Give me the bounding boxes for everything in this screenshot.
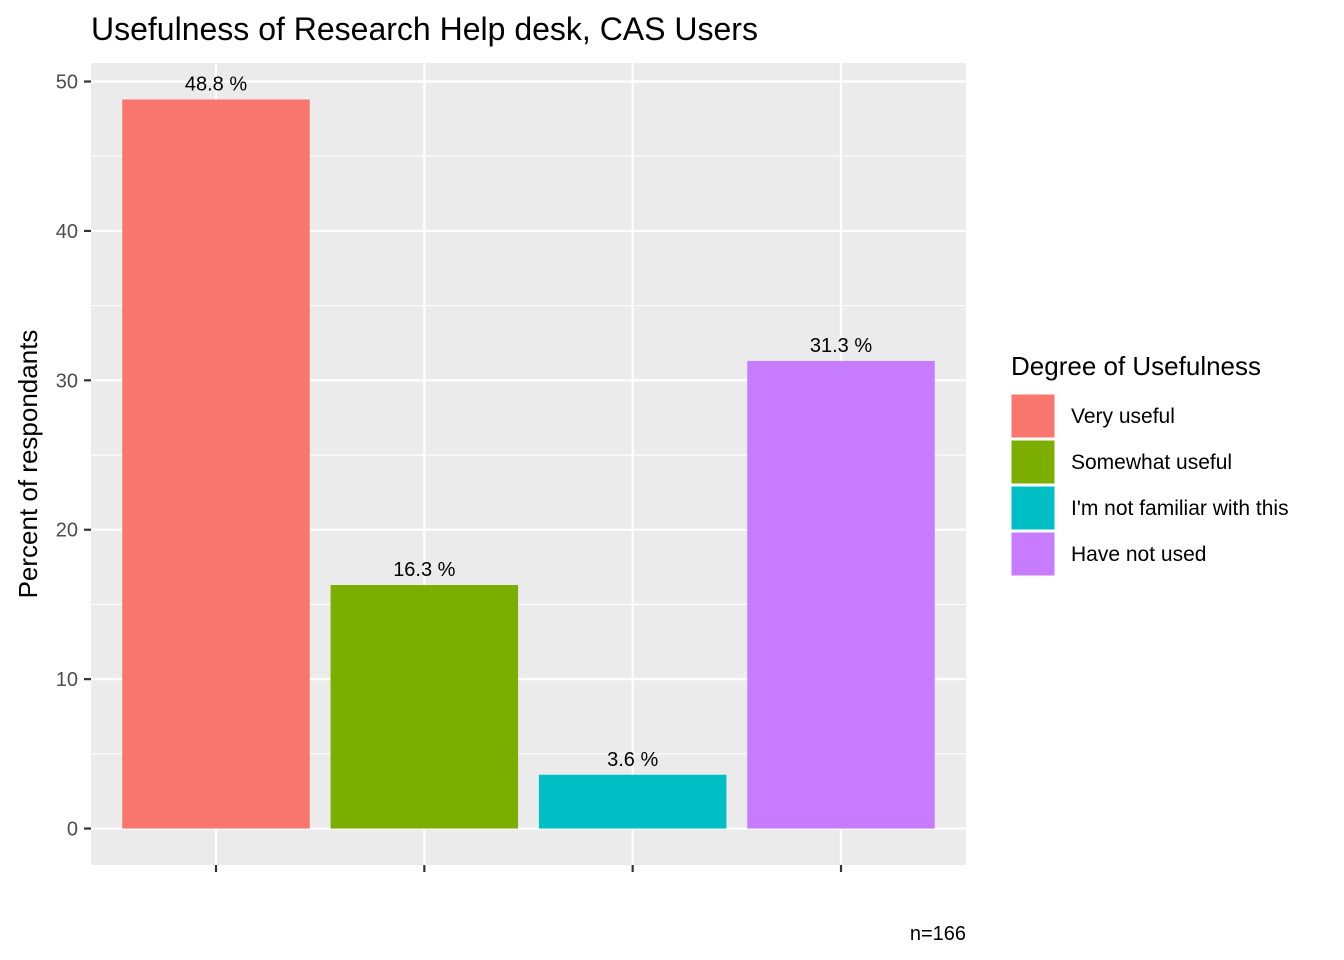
bar xyxy=(538,774,727,829)
bar-value-label: 16.3 % xyxy=(393,559,455,581)
y-axis-title: Percent of respondants xyxy=(13,330,43,599)
y-tick-label: 50 xyxy=(56,72,78,94)
bar-value-label: 48.8 % xyxy=(185,73,247,95)
sample-size-caption: n=166 xyxy=(910,923,966,945)
legend: Degree of Usefulness Very useful Somewhat… xyxy=(1010,351,1289,577)
bar xyxy=(747,360,935,829)
bar xyxy=(330,585,519,829)
y-axis: 0 10 20 30 40 50 xyxy=(56,72,91,841)
bar-value-label: 31.3 % xyxy=(810,335,872,357)
y-tick-label: 10 xyxy=(56,669,78,691)
legend-label: Very useful xyxy=(1071,405,1175,428)
legend-swatch xyxy=(1010,439,1056,485)
legend-label: I'm not familiar with this xyxy=(1071,497,1289,520)
bar xyxy=(122,99,310,829)
legend-swatch xyxy=(1010,531,1056,577)
chart-title: Usefulness of Research Help desk, CAS Us… xyxy=(91,11,758,47)
legend-label: Somewhat useful xyxy=(1071,451,1232,474)
y-tick-label: 0 xyxy=(67,819,78,841)
legend-swatch xyxy=(1010,485,1056,531)
legend-swatch xyxy=(1010,393,1056,439)
bar-value-labels: 48.8 % 16.3 % 3.6 % 31.3 % xyxy=(185,73,872,770)
legend-title: Degree of Usefulness xyxy=(1011,351,1261,381)
x-axis xyxy=(214,865,843,872)
legend-label: Have not used xyxy=(1071,543,1206,566)
y-tick-label: 30 xyxy=(56,370,78,392)
y-tick-label: 40 xyxy=(56,221,78,243)
bars xyxy=(122,99,935,829)
bar-value-label: 3.6 % xyxy=(607,749,658,771)
y-tick-label: 20 xyxy=(56,520,78,542)
